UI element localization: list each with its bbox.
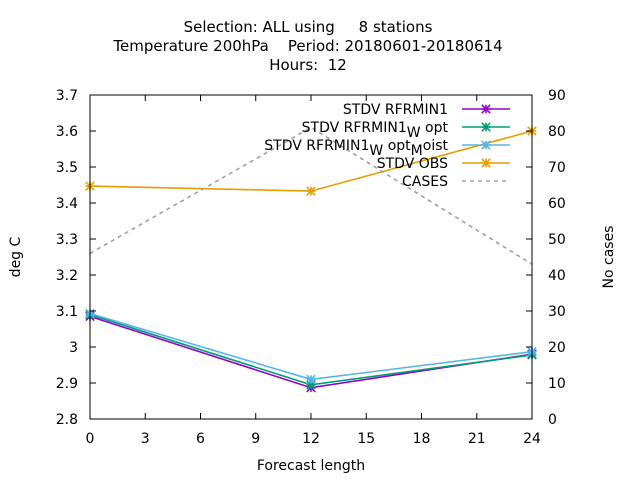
x-tick-label: 3 bbox=[141, 431, 150, 447]
x-axis-label: Forecast length bbox=[257, 458, 365, 474]
legend-label: CASES bbox=[402, 174, 448, 190]
x-tick-label: 18 bbox=[413, 431, 431, 447]
y-tick-label: 2.9 bbox=[56, 376, 78, 392]
y2-tick-label: 30 bbox=[548, 304, 566, 320]
series-layer bbox=[85, 126, 537, 393]
legend-entry: STDV RFRMIN1 bbox=[343, 102, 510, 118]
y-axis-label: deg C bbox=[8, 236, 24, 277]
legend-entry: STDV OBS bbox=[377, 156, 510, 172]
legend-entry: STDV RFRMIN1W opt bbox=[302, 120, 510, 141]
y2-tick-label: 50 bbox=[548, 232, 566, 248]
y-tick-label: 2.8 bbox=[56, 412, 78, 428]
x-tick-label: 21 bbox=[468, 431, 486, 447]
y2-tick-label: 40 bbox=[548, 268, 566, 284]
x-tick-label: 24 bbox=[523, 431, 541, 447]
title-line: Selection: ALL using 8 stations bbox=[184, 18, 433, 36]
y2-tick-label: 10 bbox=[548, 376, 566, 392]
legend-marker bbox=[481, 140, 491, 150]
y-tick-label: 3.6 bbox=[56, 124, 78, 140]
y-tick-label: 3.2 bbox=[56, 268, 78, 284]
legend-marker bbox=[481, 104, 491, 114]
legend-entry: CASES bbox=[402, 174, 510, 190]
y-tick-label: 3.1 bbox=[56, 304, 78, 320]
legend-label: STDV RFRMIN1 bbox=[343, 102, 448, 118]
data-point bbox=[306, 380, 316, 390]
axis-ticks: 0 3 6 9 12 15 18 21 24 2.8 2.9 3 3.1 3.2 3.3 3.4 3.5 3.6 3… bbox=[56, 88, 566, 447]
y2-tick-label: 20 bbox=[548, 340, 566, 356]
series-line bbox=[89, 313, 533, 386]
legend-label: STDV RFRMIN1W opt bbox=[302, 120, 449, 141]
y-tick-label: 3.4 bbox=[56, 196, 78, 212]
legend-marker bbox=[481, 158, 491, 168]
y-tick-label: 3 bbox=[69, 340, 78, 356]
legend-marker bbox=[481, 122, 491, 132]
y2-tick-label: 0 bbox=[548, 412, 557, 428]
x-tick-label: 9 bbox=[251, 431, 260, 447]
y2-axis-label: No cases bbox=[601, 226, 617, 289]
y2-tick-label: 60 bbox=[548, 196, 566, 212]
data-point bbox=[306, 186, 316, 196]
x-tick-label: 12 bbox=[302, 431, 320, 447]
y-tick-label: 3.3 bbox=[56, 232, 78, 248]
legend-entry: STDV RFRMIN1W optMoist bbox=[264, 138, 510, 159]
title-line: Hours: 12 bbox=[269, 56, 347, 74]
data-point bbox=[306, 374, 316, 385]
x-tick-label: 15 bbox=[357, 431, 375, 447]
title-line: Temperature 200hPa Period: 20180601-2018… bbox=[112, 37, 502, 55]
series-stdv-rfrmin1-w-opt-m-oist bbox=[85, 308, 537, 385]
series-line bbox=[89, 312, 533, 381]
x-tick-label: 6 bbox=[196, 431, 205, 447]
x-tick-label: 0 bbox=[86, 431, 95, 447]
y-tick-label: 3.7 bbox=[56, 88, 78, 104]
legend-label: STDV OBS bbox=[377, 156, 448, 172]
series-cases bbox=[89, 126, 533, 265]
y2-tick-label: 80 bbox=[548, 124, 566, 140]
y2-tick-label: 90 bbox=[548, 88, 566, 104]
series-line bbox=[89, 126, 533, 265]
legend-label: STDV RFRMIN1W optMoist bbox=[264, 138, 448, 159]
chart-title: Selection: ALL using 8 stationsTemperatu… bbox=[112, 18, 502, 74]
y2-tick-label: 70 bbox=[548, 160, 566, 176]
y-tick-label: 3.5 bbox=[56, 160, 78, 176]
